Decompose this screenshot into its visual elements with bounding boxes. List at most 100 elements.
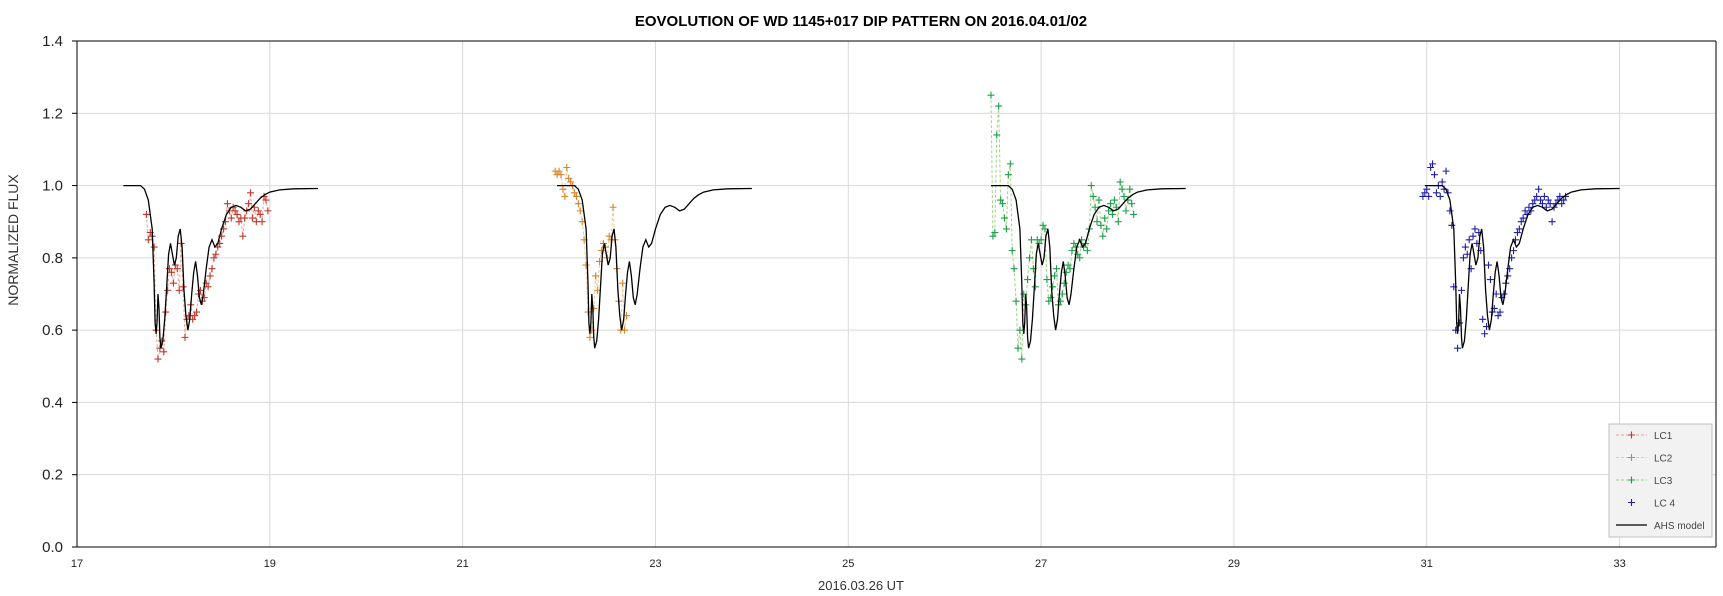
data-point: [150, 243, 158, 251]
data-point: [572, 192, 580, 200]
legend-label: AHS model: [1654, 521, 1705, 532]
data-point: [1533, 192, 1541, 200]
data-point: [1016, 326, 1024, 334]
x-tick-label: 27: [1035, 558, 1047, 570]
data-point: [999, 200, 1007, 208]
model-curve: [557, 184, 752, 349]
data-point: [1049, 283, 1057, 291]
legend-marker: [1628, 476, 1635, 484]
data-point: [256, 210, 264, 218]
data-point: [1461, 243, 1469, 251]
data-point: [169, 279, 177, 287]
data-point: [1118, 185, 1126, 193]
x-tick-label: 31: [1421, 558, 1433, 570]
y-tick-label: 0.2: [42, 467, 63, 484]
data-point: [1047, 294, 1055, 302]
data-point: [987, 91, 995, 99]
data-point: [1043, 276, 1051, 284]
data-point: [1423, 185, 1431, 193]
data-point: [555, 167, 563, 175]
data-point: [1510, 247, 1518, 255]
data-point: [586, 333, 594, 341]
data-point: [991, 229, 999, 237]
x-tick-label: 25: [842, 558, 854, 570]
data-point: [1457, 286, 1465, 294]
data-point: [563, 164, 571, 171]
data-point: [1425, 192, 1433, 200]
data-point: [248, 214, 256, 222]
data-point: [175, 286, 183, 294]
data-point: [1486, 276, 1494, 284]
data-point: [191, 312, 199, 320]
data-point: [1095, 196, 1103, 204]
data-point: [156, 344, 164, 352]
data-point: [1012, 297, 1020, 305]
x-axis-label: 2016.03.26 UT: [818, 578, 904, 593]
data-point: [1535, 185, 1543, 193]
data-point: [576, 207, 584, 215]
data-point: [241, 214, 249, 222]
data-point: [1446, 207, 1454, 215]
data-point: [206, 272, 214, 280]
data-point: [1494, 312, 1502, 320]
data-point: [1002, 225, 1010, 233]
data-point: [247, 189, 255, 197]
data-point: [1515, 225, 1523, 233]
y-tick-label: 0.6: [42, 322, 63, 339]
y-axis-label: NORMALIZED FLUX: [5, 174, 21, 306]
data-point: [154, 355, 162, 363]
data-point: [1064, 261, 1072, 269]
data-point: [1548, 218, 1556, 226]
data-point: [196, 286, 204, 294]
data-point: [1103, 225, 1111, 233]
data-point: [1122, 207, 1130, 215]
grid: [77, 40, 1716, 547]
data-point: [1517, 218, 1525, 226]
data-point: [1066, 265, 1074, 273]
data-point: [1008, 247, 1016, 255]
data-point: [993, 131, 1001, 139]
data-point: [592, 272, 600, 280]
data-point: [1429, 160, 1437, 168]
data-point: [245, 200, 253, 208]
data-point: [164, 286, 172, 294]
x-tick-label: 33: [1613, 558, 1625, 570]
data-point: [1010, 265, 1018, 273]
chart-title: EOVOLUTION OF WD 1145+017 DIP PATTERN ON…: [635, 13, 1087, 30]
data-point: [1080, 243, 1088, 251]
data-point: [1448, 221, 1456, 229]
data-point: [1540, 192, 1548, 200]
data-point: [1026, 254, 1034, 262]
data-point: [221, 218, 229, 226]
model-curve: [991, 184, 1186, 349]
data-point: [223, 200, 231, 208]
data-point: [1116, 178, 1124, 186]
data-point: [1538, 200, 1546, 208]
data-point: [173, 265, 181, 273]
data-point: [1537, 196, 1545, 204]
data-point: [1076, 254, 1084, 262]
data-point: [1427, 164, 1435, 171]
data-point: [1089, 192, 1097, 200]
data-point: [193, 308, 201, 316]
series-line: [990, 95, 1135, 360]
data-point: [1525, 203, 1533, 211]
data-point: [1006, 160, 1014, 168]
data-point: [567, 178, 575, 186]
data-point: [1004, 171, 1012, 179]
data-point: [597, 247, 605, 255]
data-point: [227, 214, 235, 222]
legend-marker: [1628, 431, 1635, 439]
legend: LC1 LC2 LC3 LC 4 AHS model: [1608, 423, 1713, 538]
data-point: [1442, 167, 1450, 175]
data-point: [1544, 196, 1552, 204]
data-point: [1465, 236, 1473, 244]
data-point: [1018, 355, 1026, 363]
data-point: [1108, 210, 1116, 218]
x-tick-label: 21: [457, 558, 469, 570]
data-point: [997, 196, 1005, 204]
data-point: [1070, 239, 1078, 247]
legend-label: LC3: [1654, 476, 1673, 487]
data-point: [235, 218, 243, 226]
data-point: [570, 189, 578, 197]
